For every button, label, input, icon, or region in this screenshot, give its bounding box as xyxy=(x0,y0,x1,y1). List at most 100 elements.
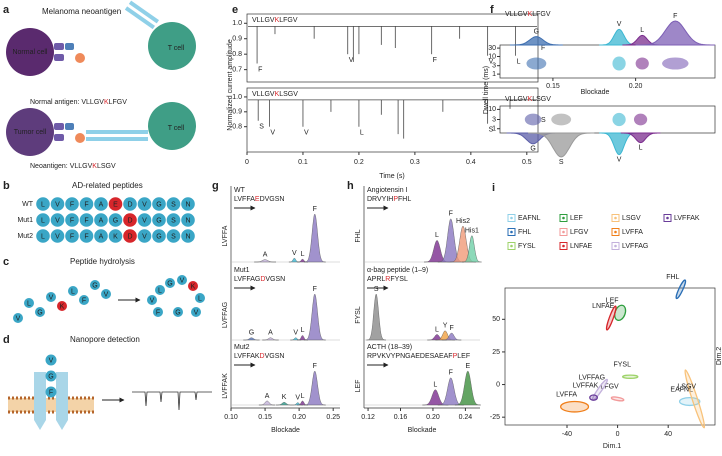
legend-label: LSGV xyxy=(622,215,641,222)
residue xyxy=(46,292,56,302)
peak-label: His1 xyxy=(465,227,479,234)
residue-label: K xyxy=(113,233,118,240)
y-tick-label: 1.0 xyxy=(232,20,242,27)
residue xyxy=(57,301,67,311)
row-label: Mut2 xyxy=(17,233,33,240)
cluster-label: FYSL xyxy=(613,362,631,369)
legend-dot xyxy=(614,216,617,220)
x-tick-label: 0 xyxy=(616,431,620,438)
pore-wall xyxy=(56,372,68,430)
y-tick-label: 0.9 xyxy=(232,109,242,116)
residue xyxy=(50,197,65,211)
residue-label: L xyxy=(198,295,202,302)
legend-label: FHL xyxy=(518,229,531,236)
event-label: V xyxy=(489,59,494,66)
cluster-label: LVFFAG xyxy=(579,375,605,382)
event-label: S xyxy=(489,127,494,134)
point-cloud xyxy=(612,56,626,71)
y-tick-label: -25 xyxy=(490,414,500,421)
sequence-part: LFGV xyxy=(109,99,128,106)
x-tick-label: 0 xyxy=(245,159,249,166)
panel-label: g xyxy=(212,180,219,192)
cluster xyxy=(610,396,625,402)
subplot-sequence: DRVYIHPFHL xyxy=(367,196,411,203)
residue xyxy=(94,213,108,227)
y-tick-label: 1 xyxy=(492,71,496,78)
residue-label: L xyxy=(41,217,45,224)
residue xyxy=(35,307,45,317)
cluster xyxy=(605,305,617,331)
point-cloud xyxy=(524,113,542,126)
peak-label: G xyxy=(249,330,254,337)
trace-icon xyxy=(132,391,212,411)
density-peak xyxy=(462,235,482,263)
residue-label: V xyxy=(49,294,54,301)
residue xyxy=(137,229,152,243)
peak-label: V xyxy=(293,330,298,337)
peak-label: L xyxy=(435,326,439,333)
subplot-name: LVFFA xyxy=(222,225,229,246)
mhc xyxy=(54,54,64,61)
sequence-part: LFGV xyxy=(532,11,551,18)
residue-label: A xyxy=(99,201,104,208)
residue xyxy=(79,213,94,227)
residue-label: G xyxy=(92,282,97,289)
subplot-sequence: LVFFAGDVGSN xyxy=(234,276,285,283)
sequence-part: FYSL xyxy=(390,276,408,283)
peak-label: V xyxy=(617,21,622,28)
y-tick-label: 3 xyxy=(492,63,496,70)
legend-dot xyxy=(614,230,617,234)
y-tick-label: 3 xyxy=(492,116,496,123)
residue xyxy=(152,197,166,211)
peak-label: L xyxy=(435,232,439,239)
y-tick-label: 0.8 xyxy=(232,51,242,58)
residue-label: F xyxy=(70,217,74,224)
legend-label: LVFFAK xyxy=(674,215,700,222)
residue xyxy=(108,229,123,243)
legend-label: EAFNL xyxy=(518,215,541,222)
residue xyxy=(50,213,65,227)
density-peak xyxy=(528,132,595,158)
density-peak xyxy=(262,337,279,341)
sequence-part: D xyxy=(260,353,265,360)
density-peak xyxy=(254,259,276,263)
residue xyxy=(79,229,94,243)
legend-dot xyxy=(562,216,565,220)
cluster xyxy=(589,394,598,401)
sequence-part: APRL xyxy=(367,276,385,283)
sequence-part: E xyxy=(255,196,260,203)
cell-label: Tumor cell xyxy=(14,129,47,136)
residue xyxy=(101,289,111,299)
event-label: L xyxy=(360,130,364,137)
residue-label: F xyxy=(70,201,74,208)
sequence-part: LEF xyxy=(457,353,470,360)
peak-label: L xyxy=(639,144,643,151)
tcr xyxy=(124,6,155,30)
x-tick-label: 0.20 xyxy=(426,414,440,421)
peak-label: A xyxy=(263,251,268,258)
residue-label: G xyxy=(175,309,180,316)
y-tick-label: 50 xyxy=(492,316,500,323)
y-axis-label: Dwell time (ms) xyxy=(483,66,490,114)
peak-label: K xyxy=(282,394,287,401)
residue xyxy=(36,213,50,227)
residue xyxy=(90,280,100,290)
legend-label: LVFFAG xyxy=(622,243,648,250)
panel-label: f xyxy=(490,4,494,16)
x-tick-label: 0.1 xyxy=(298,159,308,166)
trace-sequence: VLLGVKLFGV xyxy=(252,17,298,24)
residue-label: L xyxy=(27,300,31,307)
residue-label: F xyxy=(84,201,88,208)
residue-label: D xyxy=(127,201,132,208)
point-cloud xyxy=(633,113,648,126)
t-cell-label: T cell xyxy=(168,125,185,132)
residue xyxy=(108,213,123,227)
cluster xyxy=(675,279,687,300)
residue-fragment xyxy=(155,285,165,295)
subplot-header: Mut2 xyxy=(234,344,250,351)
residue xyxy=(137,213,152,227)
y-tick-label: 1 xyxy=(492,126,496,133)
residue xyxy=(79,197,94,211)
cluster-label: LVFFAK xyxy=(573,382,599,389)
sequence-part: Normal antigen: VLLGV xyxy=(30,99,104,106)
